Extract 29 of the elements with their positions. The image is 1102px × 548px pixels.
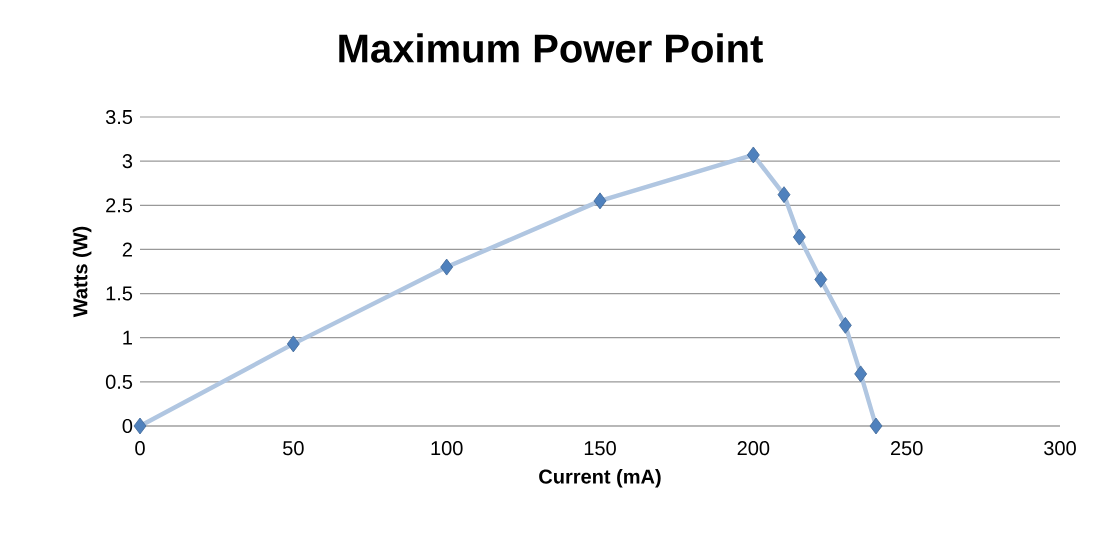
y-tick-label: 1	[123, 330, 132, 345]
point	[777, 186, 791, 204]
point	[814, 271, 828, 288]
y-tick-label: 1.5	[106, 286, 133, 301]
point	[854, 365, 868, 383]
x-axis-title: Current (mA)	[539, 468, 661, 488]
chart-title: Maximum Power Point	[339, 33, 763, 63]
y-tick-label: 2	[122, 242, 132, 257]
y-tick-label: 3	[122, 154, 133, 169]
y-tick-label: 0	[122, 418, 133, 434]
x-tick-label: 300	[1044, 441, 1076, 456]
y-tick-label: 0.5	[105, 374, 133, 389]
x-tick-label: 150	[584, 441, 616, 456]
point	[792, 228, 806, 246]
x-tick-label: 200	[737, 441, 770, 456]
y-tick-label: 3.5	[105, 109, 133, 125]
point	[746, 146, 760, 164]
y-tick-label: 2.5	[106, 198, 133, 213]
x-tick-label: 250	[890, 441, 923, 456]
point	[440, 258, 454, 276]
point	[838, 316, 852, 334]
x-tick-label: 100	[431, 441, 463, 456]
point	[593, 192, 607, 210]
point	[869, 417, 883, 435]
x-tick-label: 50	[283, 441, 304, 456]
x-tick-label: 0	[135, 441, 145, 456]
point	[133, 417, 147, 435]
y-axis-title: Watts (W)	[72, 226, 92, 318]
point	[286, 335, 300, 353]
